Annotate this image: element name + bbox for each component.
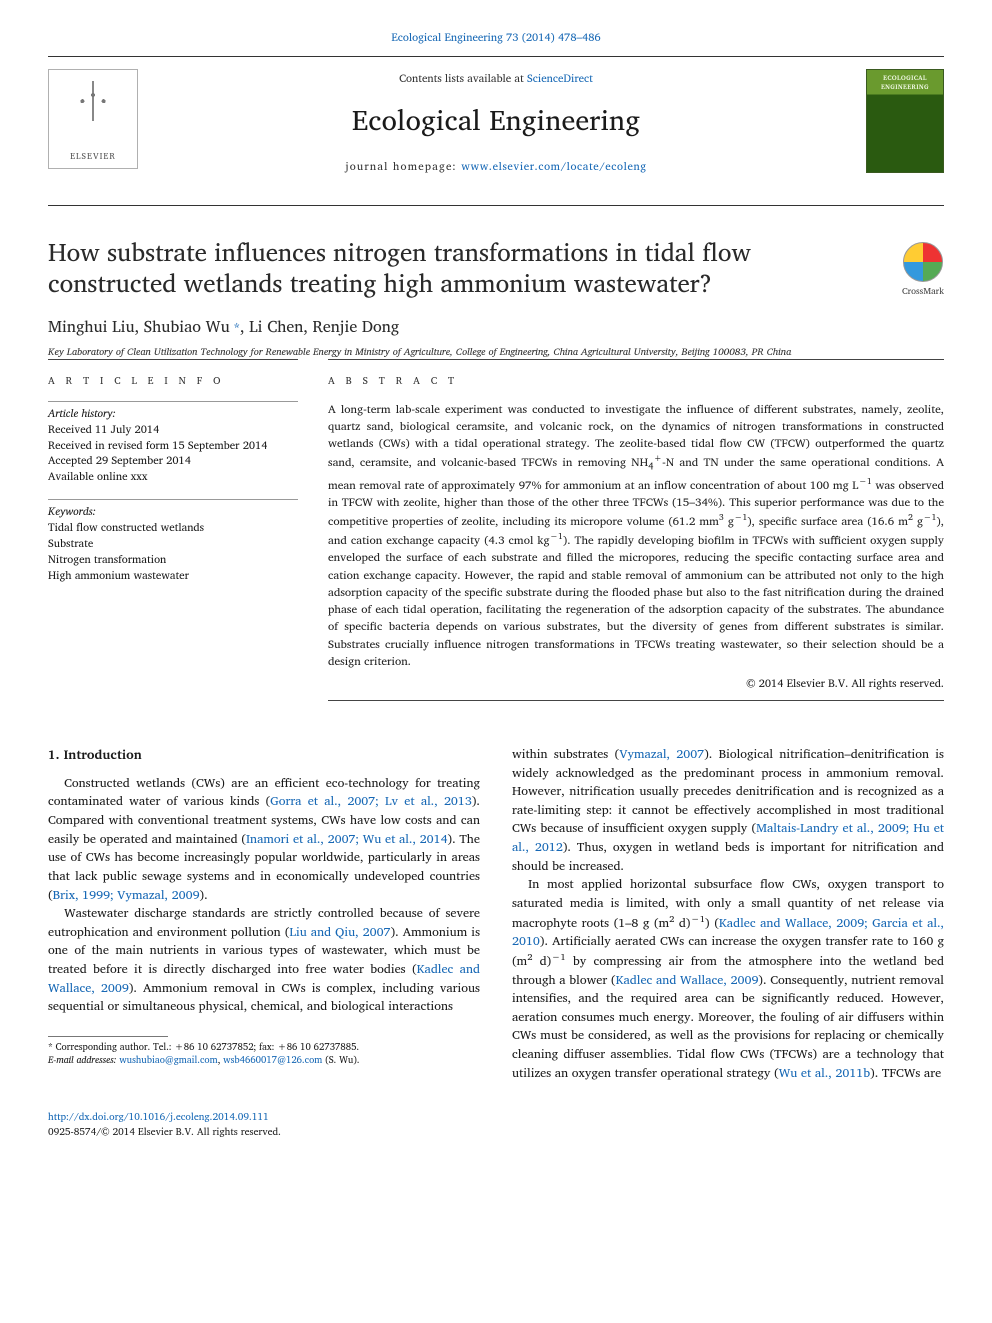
history-item: Available online xxx — [48, 469, 298, 485]
author: Li Chen — [249, 314, 303, 340]
author-list: Minghui Liu, Shubiao Wu *, Li Chen, Renj… — [48, 316, 944, 339]
body-columns: 1. Introduction Constructed wetlands (CW… — [48, 745, 944, 1082]
citation-link[interactable]: Inamori et al., 2007; Wu et al., 2014 — [246, 829, 448, 849]
email-link[interactable]: wushubiao@gmail.com — [119, 1053, 217, 1068]
journal-name: Ecological Engineering — [48, 101, 944, 142]
elsevier-tree-icon — [49, 70, 137, 148]
journal-cover-thumbnail: ECOLOGICAL ENGINEERING — [866, 69, 944, 173]
keywords-label: Keywords: — [48, 499, 298, 520]
homepage-line: journal homepage: www.elsevier.com/locat… — [48, 159, 944, 175]
citation-link[interactable]: Wu et al., 2011b — [779, 1063, 870, 1083]
body-paragraph: Constructed wetlands (CWs) are an effici… — [48, 774, 480, 904]
citation-link[interactable]: Liu and Qiu, 2007 — [289, 922, 390, 942]
citation-link[interactable]: Vymazal, 2007 — [619, 744, 704, 764]
sciencedirect-link[interactable]: ScienceDirect — [527, 69, 593, 87]
abstract-heading: A B S T R A C T — [328, 374, 944, 389]
affiliation: Key Laboratory of Clean Utilization Tech… — [48, 346, 908, 360]
crossmark-icon — [903, 242, 943, 282]
author: Renjie Dong — [313, 314, 400, 340]
body-paragraph: Wastewater discharge standards are stric… — [48, 904, 480, 1016]
author: Minghui Liu — [48, 314, 135, 340]
corresponding-author-mark[interactable]: * — [230, 316, 240, 338]
article-info-heading: A R T I C L E I N F O — [48, 374, 298, 389]
crossmark-badge[interactable]: CrossMark — [902, 242, 944, 297]
keyword: High ammonium wastewater — [48, 568, 298, 584]
journal-header-band: ELSEVIER ECOLOGICAL ENGINEERING Contents… — [48, 56, 944, 206]
abstract-text: A long-term lab-scale experiment was con… — [328, 401, 944, 670]
citation-link[interactable]: Brix, 1999; Vymazal, 2009 — [53, 885, 200, 905]
citation-link[interactable]: Kadlec and Wallace, 2009 — [616, 970, 759, 990]
contents-list-line: Contents lists available at ScienceDirec… — [48, 71, 944, 87]
running-journal-link[interactable]: Ecological Engineering 73 (2014) 478–486 — [391, 28, 600, 46]
body-paragraph: within substrates (Vymazal, 2007). Biolo… — [512, 745, 944, 875]
email-link[interactable]: wsb4660017@126.com — [223, 1053, 322, 1068]
corresponding-author-footnote: * Corresponding author. Tel.: +86 10 627… — [48, 1041, 480, 1068]
copyright-line: © 2014 Elsevier B.V. All rights reserved… — [328, 676, 944, 692]
journal-homepage-link[interactable]: www.elsevier.com/locate/ecoleng — [461, 157, 646, 175]
body-paragraph: In most applied horizontal subsurface fl… — [512, 875, 944, 1082]
author: Shubiao Wu — [144, 314, 230, 340]
footer-block: http://dx.doi.org/10.1016/j.ecoleng.2014… — [48, 1110, 944, 1139]
running-journal-line: Ecological Engineering 73 (2014) 478–486 — [48, 30, 944, 46]
issn-copyright: 0925-8574/© 2014 Elsevier B.V. All right… — [48, 1124, 281, 1140]
abstract-column: A B S T R A C T A long-term lab-scale ex… — [328, 359, 944, 701]
footnote-rule — [48, 1036, 168, 1037]
citation-link[interactable]: Gorra et al., 2007; Lv et al., 2013 — [270, 791, 472, 811]
article-title: How substrate influences nitrogen transf… — [48, 236, 828, 299]
article-info-column: A R T I C L E I N F O Article history: R… — [48, 359, 298, 701]
elsevier-label: ELSEVIER — [49, 148, 137, 162]
section-heading: 1. Introduction — [48, 745, 480, 764]
elsevier-logo: ELSEVIER — [48, 69, 138, 169]
